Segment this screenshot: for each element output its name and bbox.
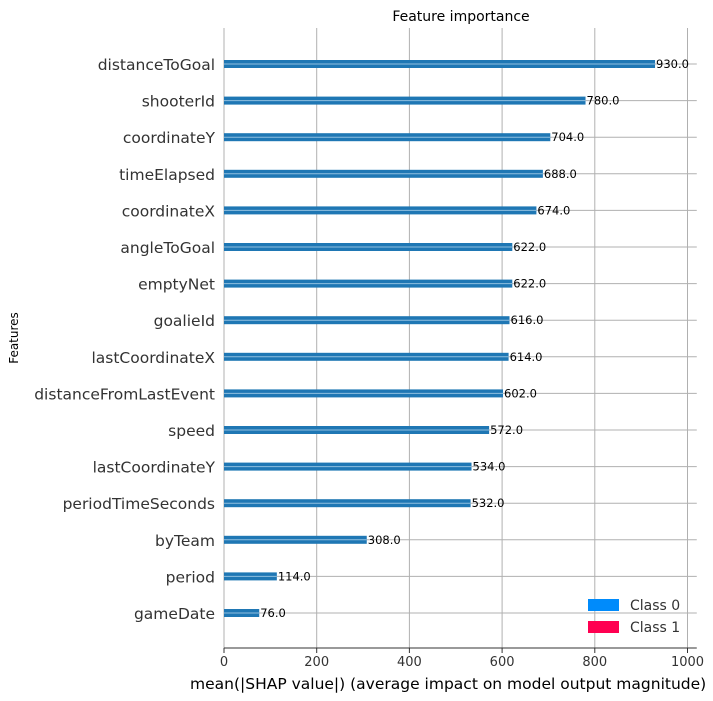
data-label-distanceFromLastEvent: 602.0 — [504, 386, 537, 400]
legend-label-class-1: Class 1 — [630, 620, 680, 636]
y-tick-label-byTeam: byTeam — [155, 532, 215, 550]
y-axis-label: Features — [7, 312, 21, 364]
y-tick-label-coordinateX: coordinateX — [122, 202, 216, 220]
x-tick-label-600: 600 — [490, 655, 515, 670]
data-label-period: 114.0 — [278, 569, 311, 583]
x-tick-label-1000: 1000 — [671, 655, 704, 670]
y-tick-label-distanceFromLastEvent: distanceFromLastEvent — [34, 385, 215, 403]
y-tick-label-lastCoordinateY: lastCoordinateY — [93, 459, 216, 477]
data-label-distanceToGoal: 930.0 — [656, 57, 689, 71]
x-axis: 0 200 400 600 800 1000 — [220, 647, 704, 670]
y-tick-label-coordinateY: coordinateY — [123, 129, 216, 147]
data-label-speed: 572.0 — [490, 423, 523, 437]
data-label-coordinateY: 704.0 — [551, 130, 584, 144]
y-tick-label-shooterId: shooterId — [142, 93, 215, 111]
grid — [223, 28, 697, 648]
legend-label-class-0: Class 0 — [630, 598, 680, 614]
y-tick-label-distanceToGoal: distanceToGoal — [98, 56, 215, 74]
bars-group: 930.0 780.0 704.0 688.0 674.0 622.0 622.0 616.0… — [224, 57, 689, 620]
legend-swatch-class-1 — [588, 621, 619, 633]
y-tick-label-emptyNet: emptyNet — [138, 276, 215, 294]
x-tick-label-800: 800 — [582, 655, 607, 670]
data-label-shooterId: 780.0 — [587, 94, 620, 108]
legend-swatch-class-0 — [588, 599, 619, 611]
y-tick-labels: distanceToGoal shooterId coordinateY timeEl… — [34, 56, 215, 623]
y-tick-label-lastCoordinateX: lastCoordinateX — [91, 349, 215, 367]
data-label-gameDate: 76.0 — [260, 606, 286, 620]
x-tick-label-200: 200 — [304, 655, 329, 670]
x-tick-label-400: 400 — [397, 655, 422, 670]
y-tick-label-period: period — [166, 568, 215, 586]
data-label-byTeam: 308.0 — [368, 533, 401, 547]
y-tick-label-periodTimeSeconds: periodTimeSeconds — [63, 495, 215, 513]
legend: Class 0 Class 1 — [588, 598, 680, 636]
y-tick-label-timeElapsed: timeElapsed — [119, 166, 215, 184]
data-label-lastCoordinateX: 614.0 — [510, 350, 543, 364]
data-label-angleToGoal: 622.0 — [513, 240, 546, 254]
data-label-periodTimeSeconds: 532.0 — [472, 496, 505, 510]
data-label-timeElapsed: 688.0 — [544, 167, 577, 181]
data-label-goalieId: 616.0 — [511, 313, 544, 327]
x-axis-label: mean(|SHAP value|) (average impact on mo… — [190, 675, 706, 693]
chart-title: Feature importance — [392, 9, 529, 25]
data-label-coordinateX: 674.0 — [537, 203, 570, 217]
y-tick-label-gameDate: gameDate — [134, 605, 215, 623]
x-tick-label-0: 0 — [220, 655, 228, 670]
data-label-emptyNet: 622.0 — [513, 277, 546, 291]
y-tick-label-angleToGoal: angleToGoal — [120, 239, 215, 257]
y-tick-label-speed: speed — [168, 422, 215, 440]
data-label-lastCoordinateY: 534.0 — [473, 460, 506, 474]
y-tick-label-goalieId: goalieId — [154, 312, 215, 330]
